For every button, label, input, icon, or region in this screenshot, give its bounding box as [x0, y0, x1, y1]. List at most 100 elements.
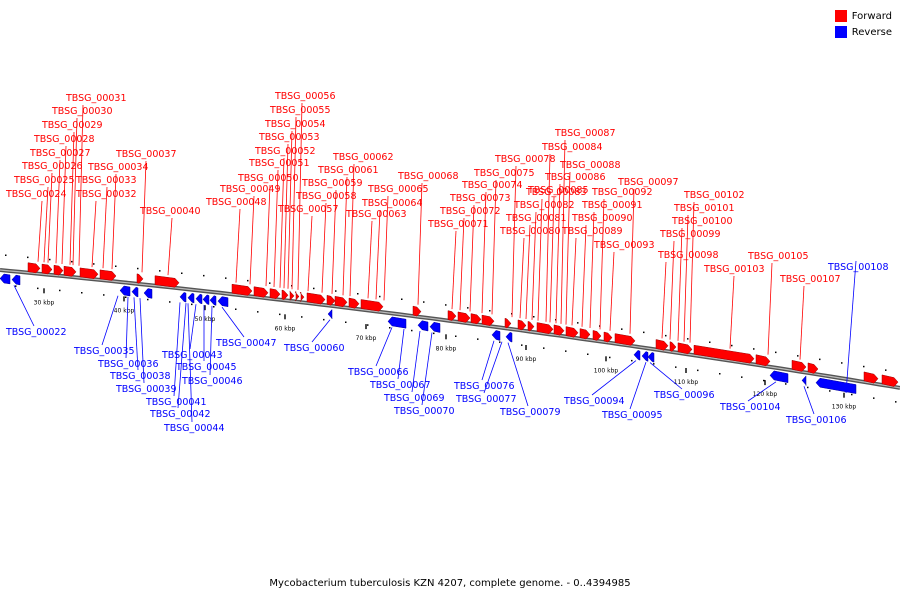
forward-gene-arrow[interactable] [79, 267, 99, 279]
reverse-gene-arrow[interactable] [327, 308, 333, 319]
forward-gene-arrow[interactable] [614, 333, 636, 346]
forward-gene-label[interactable]: TBSG_00102 [683, 190, 745, 201]
forward-gene-arrow[interactable] [63, 265, 77, 277]
forward-gene-arrow[interactable] [553, 324, 565, 336]
forward-gene-label[interactable]: TBSG_00051 [248, 158, 310, 169]
reverse-gene-label[interactable]: TBSG_00095 [601, 410, 663, 421]
forward-gene-label[interactable]: TBSG_00097 [617, 177, 679, 188]
forward-gene-label[interactable]: TBSG_00040 [139, 206, 201, 217]
forward-gene-arrow[interactable] [334, 295, 348, 308]
forward-gene-label[interactable]: TBSG_00062 [332, 152, 394, 163]
forward-gene-arrow[interactable] [536, 322, 554, 335]
forward-gene-arrow[interactable] [269, 288, 281, 299]
reverse-gene-arrow[interactable] [143, 288, 153, 299]
reverse-gene-arrow[interactable] [505, 332, 513, 343]
reverse-gene-arrow[interactable] [131, 286, 139, 298]
forward-gene-arrow[interactable] [412, 305, 422, 317]
forward-gene-arrow[interactable] [231, 283, 253, 296]
forward-gene-label[interactable]: TBSG_00105 [747, 251, 809, 262]
forward-gene-label[interactable]: TBSG_00098 [657, 250, 719, 261]
reverse-gene-label[interactable]: TBSG_00077 [455, 394, 517, 405]
forward-gene-arrow[interactable] [470, 313, 482, 325]
reverse-gene-label[interactable]: TBSG_00047 [215, 338, 277, 349]
forward-gene-arrow[interactable] [253, 286, 269, 298]
forward-gene-label[interactable]: TBSG_00052 [254, 146, 316, 157]
reverse-gene-arrow[interactable] [417, 320, 429, 332]
forward-gene-label[interactable]: TBSG_00103 [703, 264, 765, 275]
forward-gene-arrow[interactable] [755, 354, 771, 367]
forward-gene-label[interactable]: TBSG_00100 [671, 216, 733, 227]
forward-gene-arrow[interactable] [863, 371, 879, 384]
forward-gene-arrow[interactable] [53, 264, 64, 276]
forward-gene-arrow[interactable] [299, 291, 305, 302]
forward-gene-arrow[interactable] [791, 359, 807, 372]
forward-gene-arrow[interactable] [306, 292, 326, 305]
forward-gene-arrow[interactable] [881, 374, 899, 387]
forward-gene-label[interactable]: TBSG_00064 [361, 198, 423, 209]
forward-gene-label[interactable]: TBSG_00053 [258, 132, 320, 143]
forward-gene-arrow[interactable] [136, 273, 144, 284]
forward-gene-label[interactable]: TBSG_00057 [277, 204, 339, 215]
forward-gene-arrow[interactable] [360, 299, 384, 312]
forward-gene-label[interactable]: TBSG_00054 [264, 119, 326, 130]
forward-gene-label[interactable]: TBSG_00033 [75, 175, 137, 186]
forward-gene-label[interactable]: TBSG_00083 [525, 187, 587, 198]
forward-gene-label[interactable]: TBSG_00090 [571, 213, 633, 224]
reverse-gene-label[interactable]: TBSG_00045 [175, 362, 237, 373]
forward-gene-label[interactable]: TBSG_00099 [659, 229, 721, 240]
forward-gene-arrow[interactable] [669, 341, 677, 352]
reverse-gene-arrow[interactable] [647, 352, 655, 363]
forward-gene-label[interactable]: TBSG_00063 [345, 209, 407, 220]
forward-gene-arrow[interactable] [99, 269, 117, 281]
reverse-gene-arrow[interactable] [195, 293, 203, 305]
reverse-gene-label[interactable]: TBSG_00036 [97, 359, 159, 370]
forward-gene-label[interactable]: TBSG_00086 [544, 172, 606, 183]
forward-gene-arrow[interactable] [281, 289, 289, 300]
forward-gene-label[interactable]: TBSG_00029 [41, 120, 103, 131]
forward-gene-label[interactable]: TBSG_00071 [427, 219, 489, 230]
forward-gene-label[interactable]: TBSG_00049 [219, 184, 281, 195]
reverse-gene-arrow[interactable] [119, 285, 131, 297]
forward-gene-label[interactable]: TBSG_00068 [397, 171, 459, 182]
forward-gene-arrow[interactable] [655, 339, 669, 351]
forward-gene-arrow[interactable] [603, 331, 613, 343]
reverse-gene-arrow[interactable] [491, 330, 501, 341]
forward-gene-label[interactable]: TBSG_00091 [581, 200, 643, 211]
forward-gene-arrow[interactable] [27, 262, 41, 274]
reverse-gene-arrow[interactable] [187, 293, 195, 304]
reverse-gene-label[interactable]: TBSG_00046 [181, 376, 243, 387]
reverse-gene-arrow[interactable] [217, 296, 229, 308]
forward-gene-arrow[interactable] [677, 342, 693, 355]
forward-gene-label[interactable]: TBSG_00061 [317, 165, 379, 176]
reverse-gene-arrow[interactable] [633, 349, 641, 361]
forward-gene-label[interactable]: TBSG_00050 [237, 173, 299, 184]
forward-gene-label[interactable]: TBSG_00025 [13, 175, 75, 186]
reverse-gene-label[interactable]: TBSG_00022 [5, 327, 67, 338]
reverse-gene-label[interactable]: TBSG_00094 [563, 396, 625, 407]
reverse-gene-arrow[interactable] [429, 321, 441, 333]
forward-gene-arrow[interactable] [565, 326, 579, 338]
forward-gene-arrow[interactable] [289, 290, 295, 302]
reverse-gene-arrow[interactable] [11, 274, 21, 286]
forward-gene-arrow[interactable] [481, 314, 495, 326]
reverse-gene-label[interactable]: TBSG_00042 [149, 409, 211, 420]
forward-gene-label[interactable]: TBSG_00107 [779, 274, 841, 285]
forward-gene-arrow[interactable] [579, 328, 591, 340]
forward-gene-label[interactable]: TBSG_00031 [65, 93, 127, 104]
forward-gene-label[interactable]: TBSG_00089 [561, 226, 623, 237]
forward-gene-label[interactable]: TBSG_00034 [87, 162, 149, 173]
forward-gene-label[interactable]: TBSG_00056 [274, 91, 336, 102]
forward-gene-label[interactable]: TBSG_00032 [75, 189, 137, 200]
forward-gene-label[interactable]: TBSG_00048 [205, 197, 267, 208]
forward-gene-arrow[interactable] [447, 310, 457, 321]
forward-gene-label[interactable]: TBSG_00055 [269, 105, 331, 116]
forward-gene-label[interactable]: TBSG_00075 [473, 168, 535, 179]
reverse-gene-label[interactable]: TBSG_00069 [383, 393, 445, 404]
reverse-gene-label[interactable]: TBSG_00039 [115, 384, 177, 395]
forward-gene-label[interactable]: TBSG_00074 [461, 180, 523, 191]
reverse-gene-arrow[interactable] [179, 292, 187, 303]
forward-gene-label[interactable]: TBSG_00073 [449, 193, 511, 204]
reverse-gene-label[interactable]: TBSG_00108 [827, 262, 889, 273]
reverse-gene-label[interactable]: TBSG_00066 [347, 367, 409, 378]
reverse-gene-arrow[interactable] [387, 316, 407, 329]
